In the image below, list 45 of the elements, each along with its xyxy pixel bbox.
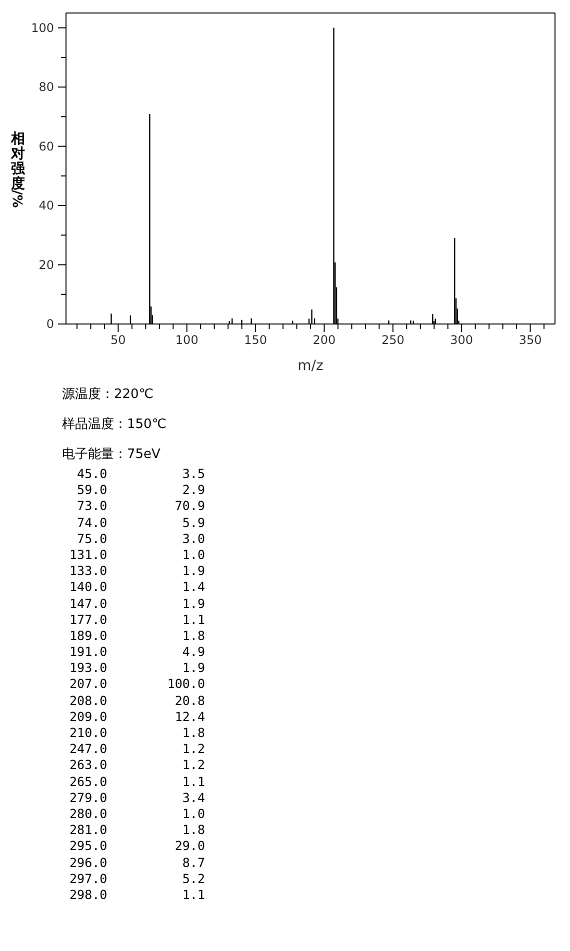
text: 247.0 1.2 — [68, 741, 206, 758]
text: 191.0 4.9 — [68, 644, 206, 660]
text: 73.0 70.9 — [76, 498, 206, 515]
text: 208.0 20.8 — [68, 692, 206, 709]
text: 131.0 1.0 — [68, 546, 206, 564]
text: 295.0 29.0 — [68, 838, 206, 854]
text: 74.0 5.9 — [76, 514, 206, 531]
text: 263.0 1.2 — [68, 757, 206, 774]
text: 147.0 1.9 — [68, 596, 206, 612]
y-tick-label: 100 — [31, 20, 54, 35]
text: 45.0 3.5 — [76, 466, 206, 482]
text: 源温度：220℃ — [62, 386, 154, 404]
x-tick-label: 150 — [244, 333, 268, 347]
x-tick-label: 300 — [450, 333, 474, 347]
y-tick-label: 20 — [38, 258, 54, 272]
y-tick-label: 40 — [38, 198, 54, 213]
x-tick-label: 100 — [175, 333, 198, 347]
y-axis-title: 相对强度/% — [9, 131, 26, 208]
text: 193.0 1.9 — [68, 660, 206, 676]
x-axis-title: m/z — [298, 358, 324, 374]
y-tick-label: 80 — [38, 80, 54, 94]
text: 133.0 1.9 — [68, 563, 206, 580]
x-tick-label: 350 — [518, 333, 542, 347]
text: 210.0 1.8 — [68, 725, 206, 742]
text: 281.0 1.8 — [68, 822, 206, 838]
text: 75.0 3.0 — [76, 530, 206, 547]
text: 297.0 5.2 — [68, 870, 206, 887]
text: 279.0 3.4 — [68, 790, 206, 806]
y-tick-label: 0 — [46, 317, 54, 331]
text: 265.0 1.1 — [68, 774, 206, 790]
text: 209.0 12.4 — [68, 708, 206, 725]
x-tick-label: 50 — [110, 333, 126, 347]
text: 177.0 1.1 — [68, 612, 206, 628]
text: 296.0 8.7 — [68, 854, 206, 871]
text: 59.0 2.9 — [76, 482, 206, 498]
x-tick-label: 250 — [381, 333, 404, 347]
text: 207.0 100.0 — [68, 676, 206, 693]
text: 电子能量：75eV — [62, 447, 160, 462]
text: 140.0 1.4 — [68, 579, 206, 596]
text: 样品温度：150℃ — [62, 416, 168, 434]
x-tick-label: 200 — [312, 333, 336, 347]
text: 298.0 1.1 — [68, 886, 206, 904]
y-tick-label: 60 — [38, 139, 54, 154]
text: 189.0 1.8 — [68, 628, 206, 644]
text: 280.0 1.0 — [68, 806, 206, 822]
